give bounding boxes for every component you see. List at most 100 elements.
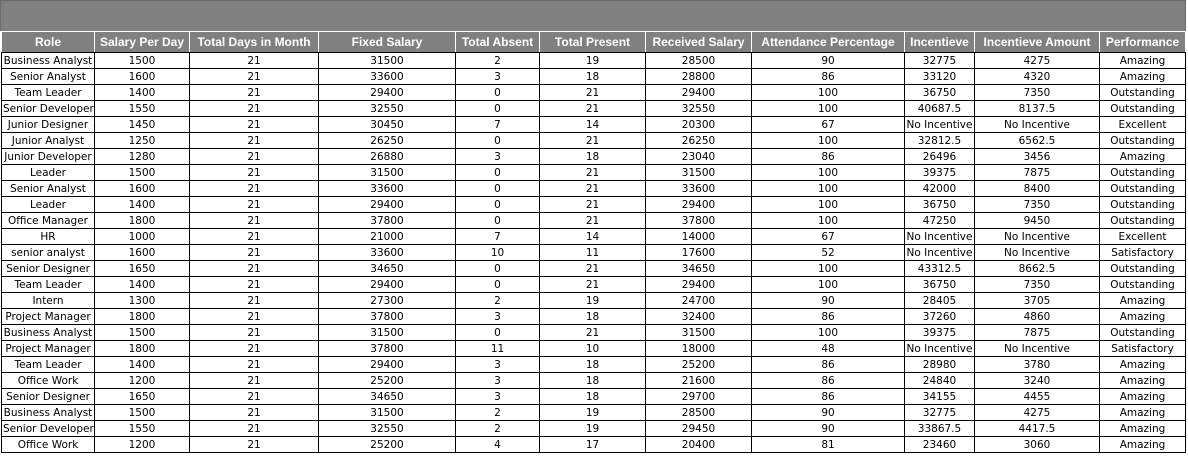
cell-fixed-salary[interactable]: 34650: [318, 260, 456, 277]
cell-total-absent[interactable]: 0: [455, 164, 540, 181]
cell-total-absent[interactable]: 2: [455, 52, 540, 69]
cell-performance[interactable]: Outstanding: [1099, 180, 1186, 197]
cell-role[interactable]: Senior Designer: [1, 388, 95, 405]
cell-total-present[interactable]: 18: [539, 372, 646, 389]
cell-incentive-amount[interactable]: 4417.5: [974, 420, 1100, 437]
cell-performance[interactable]: Amazing: [1099, 420, 1186, 437]
cell-performance[interactable]: Satisfactory: [1099, 244, 1186, 261]
column-header-incentive-amount[interactable]: Incentieve Amount: [974, 31, 1100, 53]
cell-total-absent[interactable]: 7: [455, 228, 540, 245]
cell-total-absent[interactable]: 0: [455, 212, 540, 229]
cell-attendance-percentage[interactable]: 48: [751, 340, 905, 357]
cell-attendance-percentage[interactable]: 86: [751, 388, 905, 405]
cell-total-absent[interactable]: 2: [455, 404, 540, 421]
cell-performance[interactable]: Outstanding: [1099, 212, 1186, 229]
cell-attendance-percentage[interactable]: 100: [751, 100, 905, 117]
cell-salary-per-day[interactable]: 1200: [94, 372, 190, 389]
cell-performance[interactable]: Amazing: [1099, 404, 1186, 421]
cell-total-absent[interactable]: 3: [455, 372, 540, 389]
cell-total-days[interactable]: 21: [189, 436, 319, 453]
cell-incentive[interactable]: No Incentive: [904, 228, 975, 245]
cell-performance[interactable]: Amazing: [1099, 372, 1186, 389]
column-header-total-days[interactable]: Total Days in Month: [189, 31, 319, 53]
cell-total-days[interactable]: 21: [189, 52, 319, 69]
cell-performance[interactable]: Amazing: [1099, 68, 1186, 85]
cell-incentive[interactable]: 43312.5: [904, 260, 975, 277]
cell-total-absent[interactable]: 11: [455, 340, 540, 357]
cell-performance[interactable]: Amazing: [1099, 308, 1186, 325]
cell-received-salary[interactable]: 37800: [645, 212, 752, 229]
cell-total-present[interactable]: 18: [539, 388, 646, 405]
cell-total-days[interactable]: 21: [189, 100, 319, 117]
cell-attendance-percentage[interactable]: 52: [751, 244, 905, 261]
cell-total-present[interactable]: 18: [539, 148, 646, 165]
cell-role[interactable]: HR: [1, 228, 95, 245]
cell-total-present[interactable]: 21: [539, 132, 646, 149]
cell-role[interactable]: Senior Developer: [1, 420, 95, 437]
cell-total-present[interactable]: 21: [539, 212, 646, 229]
cell-incentive[interactable]: 32812.5: [904, 132, 975, 149]
cell-incentive[interactable]: 47250: [904, 212, 975, 229]
cell-incentive-amount[interactable]: 7875: [974, 164, 1100, 181]
cell-salary-per-day[interactable]: 1600: [94, 68, 190, 85]
cell-total-days[interactable]: 21: [189, 116, 319, 133]
cell-fixed-salary[interactable]: 37800: [318, 308, 456, 325]
cell-incentive[interactable]: 37260: [904, 308, 975, 325]
cell-attendance-percentage[interactable]: 67: [751, 228, 905, 245]
cell-received-salary[interactable]: 31500: [645, 164, 752, 181]
cell-attendance-percentage[interactable]: 86: [751, 356, 905, 373]
cell-salary-per-day[interactable]: 1400: [94, 196, 190, 213]
cell-received-salary[interactable]: 28500: [645, 404, 752, 421]
column-header-fixed-salary[interactable]: Fixed Salary: [318, 31, 456, 53]
cell-salary-per-day[interactable]: 1300: [94, 292, 190, 309]
cell-incentive-amount[interactable]: 4455: [974, 388, 1100, 405]
cell-salary-per-day[interactable]: 1500: [94, 164, 190, 181]
cell-fixed-salary[interactable]: 29400: [318, 196, 456, 213]
cell-incentive[interactable]: No Incentive: [904, 244, 975, 261]
cell-performance[interactable]: Outstanding: [1099, 276, 1186, 293]
cell-total-present[interactable]: 11: [539, 244, 646, 261]
cell-received-salary[interactable]: 29450: [645, 420, 752, 437]
cell-incentive-amount[interactable]: 9450: [974, 212, 1100, 229]
cell-role[interactable]: Junior Developer: [1, 148, 95, 165]
cell-role[interactable]: Senior Developer: [1, 100, 95, 117]
cell-fixed-salary[interactable]: 25200: [318, 372, 456, 389]
cell-role[interactable]: Office Work: [1, 436, 95, 453]
cell-total-days[interactable]: 21: [189, 276, 319, 293]
cell-total-absent[interactable]: 2: [455, 420, 540, 437]
cell-incentive[interactable]: 36750: [904, 196, 975, 213]
cell-incentive[interactable]: 28980: [904, 356, 975, 373]
cell-total-absent[interactable]: 0: [455, 196, 540, 213]
cell-total-absent[interactable]: 0: [455, 260, 540, 277]
cell-incentive-amount[interactable]: 7350: [974, 84, 1100, 101]
cell-performance[interactable]: Outstanding: [1099, 324, 1186, 341]
cell-incentive[interactable]: 39375: [904, 164, 975, 181]
cell-total-days[interactable]: 21: [189, 388, 319, 405]
cell-total-days[interactable]: 21: [189, 356, 319, 373]
cell-role[interactable]: Project Manager: [1, 308, 95, 325]
cell-incentive-amount[interactable]: No Incentive: [974, 116, 1100, 133]
cell-salary-per-day[interactable]: 1500: [94, 404, 190, 421]
cell-received-salary[interactable]: 32550: [645, 100, 752, 117]
cell-attendance-percentage[interactable]: 100: [751, 84, 905, 101]
cell-role[interactable]: Office Manager: [1, 212, 95, 229]
cell-total-absent[interactable]: 3: [455, 308, 540, 325]
cell-incentive-amount[interactable]: 8400: [974, 180, 1100, 197]
cell-salary-per-day[interactable]: 1600: [94, 244, 190, 261]
cell-incentive-amount[interactable]: 7350: [974, 276, 1100, 293]
cell-role[interactable]: Leader: [1, 196, 95, 213]
cell-total-absent[interactable]: 7: [455, 116, 540, 133]
column-header-total-present[interactable]: Total Present: [539, 31, 646, 53]
cell-fixed-salary[interactable]: 29400: [318, 356, 456, 373]
cell-received-salary[interactable]: 32400: [645, 308, 752, 325]
cell-attendance-percentage[interactable]: 90: [751, 420, 905, 437]
cell-total-absent[interactable]: 0: [455, 180, 540, 197]
cell-role[interactable]: Intern: [1, 292, 95, 309]
cell-received-salary[interactable]: 24700: [645, 292, 752, 309]
cell-incentive[interactable]: 33867.5: [904, 420, 975, 437]
cell-fixed-salary[interactable]: 32550: [318, 100, 456, 117]
cell-total-absent[interactable]: 0: [455, 84, 540, 101]
cell-fixed-salary[interactable]: 32550: [318, 420, 456, 437]
cell-fixed-salary[interactable]: 31500: [318, 404, 456, 421]
cell-incentive[interactable]: 39375: [904, 324, 975, 341]
